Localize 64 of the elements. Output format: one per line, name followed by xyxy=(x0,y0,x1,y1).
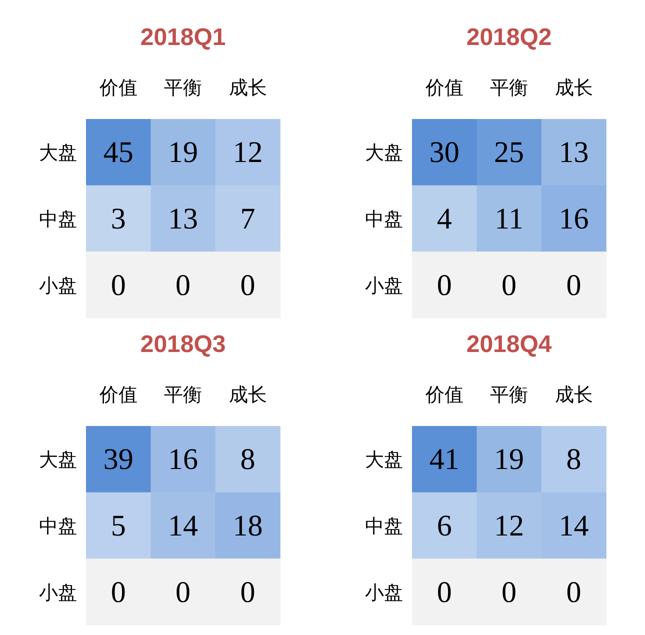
x-tick-label: 平衡 xyxy=(490,384,528,406)
x-tick-label: 平衡 xyxy=(164,384,202,406)
y-tick-label: 中盘 xyxy=(365,208,403,230)
y-tick-label: 中盘 xyxy=(39,208,77,230)
chart-title: 2018Q2 xyxy=(466,24,552,51)
data-label: 19 xyxy=(168,136,198,170)
x-tick-label: 成长 xyxy=(554,77,593,99)
data-label: 16 xyxy=(168,443,198,476)
x-tick-label: 平衡 xyxy=(164,77,202,99)
data-label: 13 xyxy=(168,202,198,236)
y-tick-label: 大盘 xyxy=(365,142,403,164)
data-label: 0 xyxy=(502,268,517,302)
y-tick-label: 大盘 xyxy=(39,142,77,164)
data-label: 41 xyxy=(429,443,460,476)
data-label: 5 xyxy=(110,509,126,542)
chart-title: 2018Q4 xyxy=(466,331,552,358)
chart-title: 2018Q3 xyxy=(140,331,226,358)
data-label: 0 xyxy=(240,576,256,609)
y-tick-label: 小盘 xyxy=(365,582,403,604)
data-label: 0 xyxy=(436,268,452,302)
data-label: 6 xyxy=(436,509,452,542)
x-tick-label: 价值 xyxy=(424,384,464,406)
data-label: 4 xyxy=(436,202,452,236)
data-label: 14 xyxy=(558,509,589,542)
data-label: 12 xyxy=(232,136,263,170)
data-label: 12 xyxy=(494,509,524,542)
data-label: 7 xyxy=(240,202,256,236)
data-label: 0 xyxy=(110,576,126,609)
data-label: 14 xyxy=(168,509,198,542)
x-tick-label: 平衡 xyxy=(490,77,528,99)
data-label: 0 xyxy=(110,268,126,302)
chart-title: 2018Q1 xyxy=(140,24,226,51)
y-tick-label: 大盘 xyxy=(39,449,77,472)
y-tick-label: 小盘 xyxy=(39,582,77,604)
x-tick-label: 成长 xyxy=(554,384,593,406)
data-label: 8 xyxy=(566,443,582,476)
data-label: 0 xyxy=(176,576,191,609)
data-label: 13 xyxy=(558,136,589,170)
y-tick-label: 小盘 xyxy=(365,274,403,297)
data-label: 0 xyxy=(502,576,517,609)
x-tick-label: 成长 xyxy=(228,384,267,406)
data-label: 18 xyxy=(232,509,263,542)
data-label: 11 xyxy=(494,202,524,236)
data-label: 30 xyxy=(429,136,460,170)
data-label: 0 xyxy=(566,576,582,609)
x-tick-label: 价值 xyxy=(424,77,464,99)
x-tick-label: 成长 xyxy=(228,77,267,99)
data-label: 3 xyxy=(110,202,126,236)
data-label: 0 xyxy=(436,576,452,609)
y-tick-label: 小盘 xyxy=(39,274,77,297)
data-label: 0 xyxy=(176,268,191,302)
x-tick-label: 价值 xyxy=(98,384,138,406)
data-label: 0 xyxy=(240,268,256,302)
x-tick-label: 价值 xyxy=(98,77,138,99)
y-tick-label: 大盘 xyxy=(365,449,403,472)
data-label: 8 xyxy=(240,443,256,476)
data-label: 16 xyxy=(558,202,589,236)
data-label: 25 xyxy=(494,136,524,170)
y-tick-label: 中盘 xyxy=(365,515,403,538)
data-label: 19 xyxy=(494,443,524,476)
data-label: 39 xyxy=(103,443,134,476)
data-label: 45 xyxy=(103,136,134,170)
data-label: 0 xyxy=(566,268,582,302)
y-tick-label: 中盘 xyxy=(39,515,77,538)
